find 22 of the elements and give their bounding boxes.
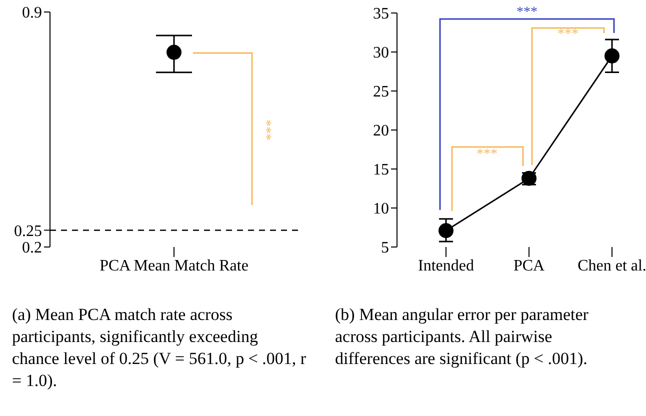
- y-tick-label: 5: [381, 240, 389, 257]
- x-tick-label: Chen et al.: [578, 257, 646, 274]
- x-tick-label: PCA Mean Match Rate: [100, 257, 248, 274]
- annotation: ***: [476, 147, 498, 162]
- y-tick-label: 0.9: [22, 4, 42, 22]
- point: [604, 48, 620, 64]
- y-tick-label: 30: [373, 44, 389, 62]
- y-tick-label: 10: [373, 200, 389, 218]
- x-tick-label: Intended: [418, 257, 474, 274]
- y-tick-label: 35: [373, 6, 389, 23]
- y-tick-label: 25: [373, 84, 389, 101]
- point: [438, 223, 454, 238]
- text: (b) Mean angular error per parameter across participants. All pairwise differences are significant (p < .001).: [335, 304, 590, 370]
- y-tick-label: 15: [373, 162, 389, 179]
- y-tick-label: 0.25: [14, 222, 42, 240]
- annotation: ***: [258, 120, 273, 140]
- x-tick-label: PCA: [513, 257, 546, 274]
- y-tick-label: 20: [373, 122, 389, 140]
- text: (a) Mean PCA match rate across participants, significantly exceeding chance level of 0.25 (V = 561.0, p < .001, r = 1.0).: [12, 304, 307, 392]
- annotation: ***: [516, 5, 538, 20]
- y-tick-label: 0.2: [22, 240, 42, 257]
- annotation: ***: [558, 27, 578, 42]
